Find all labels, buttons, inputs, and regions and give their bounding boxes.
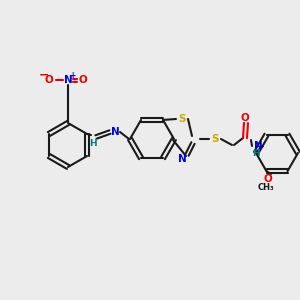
Text: O: O bbox=[264, 174, 272, 184]
Text: S: S bbox=[211, 134, 219, 144]
Text: N: N bbox=[64, 75, 72, 85]
Text: O: O bbox=[241, 113, 249, 123]
Text: +: + bbox=[69, 71, 75, 80]
Text: N: N bbox=[254, 141, 262, 151]
Text: N: N bbox=[111, 127, 119, 137]
Text: H: H bbox=[89, 139, 97, 148]
Text: H: H bbox=[252, 148, 260, 158]
Text: O: O bbox=[79, 75, 87, 85]
Text: −: − bbox=[39, 68, 49, 82]
Text: O: O bbox=[45, 75, 53, 85]
Text: S: S bbox=[178, 114, 186, 124]
Text: CH₃: CH₃ bbox=[258, 184, 274, 193]
Text: N: N bbox=[178, 154, 186, 164]
